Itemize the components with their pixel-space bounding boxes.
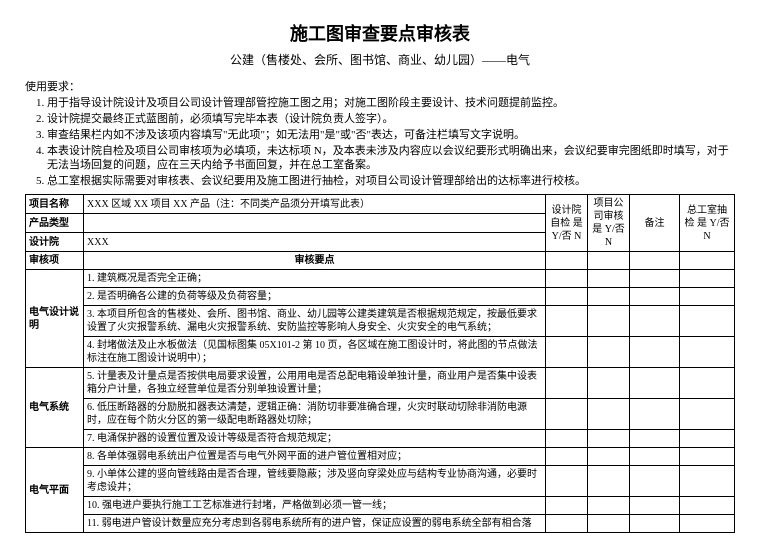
requirement-item: 本表设计院自检及项目公司审核项为必填项，未达标项 N，及本表未涉及内容应以会议纪… bbox=[47, 144, 735, 174]
review-point: 5. 计量表及计量点是否按供电局要求设置，公用用电是否总配电箱设单独计量，商业用… bbox=[84, 368, 546, 399]
prod-type-value bbox=[84, 214, 546, 233]
requirements-heading: 使用要求： bbox=[25, 78, 735, 94]
pmcheck-cell[interactable] bbox=[588, 270, 630, 288]
review-point: 4. 封堵做法及止水板做法（见国标图集 05X101-2 第 10 页，各区域在… bbox=[84, 337, 546, 368]
col-selfcheck: 设计院自检 是 Y/否 N bbox=[546, 195, 588, 252]
review-point: 10. 强电进户要执行施工工艺标准进行封堵，严格做到必须一管一线； bbox=[84, 497, 546, 515]
page-title: 施工图审查要点审核表 bbox=[25, 20, 735, 46]
selfcheck-cell[interactable] bbox=[546, 270, 588, 288]
proj-name-value: XXX 区域 XX 项目 XX 产品（注：不同类产品须分开填写此表） bbox=[84, 195, 546, 214]
requirement-item: 总工室根据实际需要对审核表、会议纪要用及施工图进行抽检，对项目公司设计管理部给出… bbox=[47, 174, 735, 189]
review-point: 3. 本项目所包含的售楼处、会所、图书馆、商业、幼儿园等公建类建筑是否根据规范规… bbox=[84, 306, 546, 337]
col-pmcheck: 项目公司审核 是 Y/否 N bbox=[588, 195, 630, 252]
section-label: 电气设计说明 bbox=[26, 270, 84, 368]
review-point: 2. 是否明确各公建的负荷等级及负荷容量； bbox=[84, 288, 546, 306]
requirement-item: 设计院提交最终正式蓝图前，必须填写完毕本表（设计院负责人签字）。 bbox=[47, 112, 735, 127]
proj-name-label: 项目名称 bbox=[26, 195, 84, 214]
review-point: 8. 各单体强弱电系统出户位置是否与电气外网平面的进户管位置相对应； bbox=[84, 448, 546, 466]
section-label: 电气平面 bbox=[26, 448, 84, 533]
review-table: 项目名称 XXX 区域 XX 项目 XX 产品（注：不同类产品须分开填写此表） … bbox=[25, 194, 735, 533]
review-point: 11. 弱电进户管设计数量应充分考虑到各弱电系统所有的进户管，保证应设置的弱电系… bbox=[84, 515, 546, 533]
review-point: 6. 低压断路器的分励脱扣器表达清楚，逻辑正确：消防切非要准确合理，火灾时联动切… bbox=[84, 399, 546, 430]
requirement-item: 审查结果栏内如不涉及该项内容填写"无此项"；如无法用"是"或"否"表达，可备注栏… bbox=[47, 128, 735, 143]
review-point: 9. 小单体公建的竖向管线路由是否合理，管线要隐蔽；涉及竖向穿梁处应与结构专业协… bbox=[84, 466, 546, 497]
page-subtitle: 公建（售楼处、会所、图书馆、商业、幼儿园）——电气 bbox=[25, 51, 735, 68]
col-remark: 备注 bbox=[630, 195, 680, 252]
remark-cell[interactable] bbox=[630, 270, 680, 288]
review-point: 7. 电涌保护器的设置位置及设计等级是否符合规范规定； bbox=[84, 430, 546, 448]
requirement-item: 用于指导设计院设计及项目公司设计管理部管控施工图之用；对施工图阶段主要设计、技术… bbox=[47, 96, 735, 111]
review-point: 1. 建筑概况是否完全正确； bbox=[84, 270, 546, 288]
col-chief: 总工室抽检 是 Y/否 N bbox=[680, 195, 735, 252]
section-label: 电气系统 bbox=[26, 368, 84, 448]
requirements-list: 用于指导设计院设计及项目公司设计管理部管控施工图之用；对施工图阶段主要设计、技术… bbox=[25, 96, 735, 189]
design-inst-value: XXX bbox=[84, 233, 546, 252]
prod-type-label: 产品类型 bbox=[26, 214, 84, 233]
design-inst-label: 设计院 bbox=[26, 233, 84, 252]
review-item-label: 审核项 bbox=[26, 252, 84, 270]
chief-cell[interactable] bbox=[680, 270, 735, 288]
review-point-label: 审核要点 bbox=[84, 252, 546, 270]
